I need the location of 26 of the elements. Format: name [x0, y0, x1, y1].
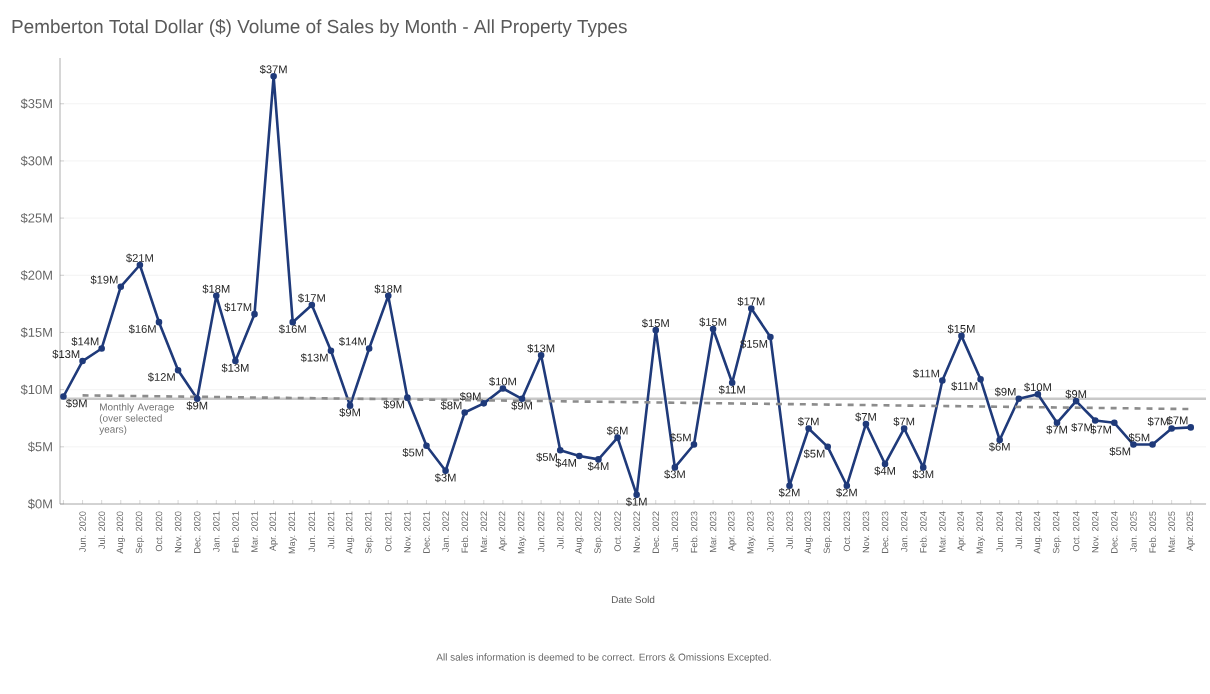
point: [939, 377, 946, 384]
point: [327, 347, 335, 355]
point: [576, 452, 583, 460]
point: [480, 400, 488, 407]
point: [767, 333, 774, 341]
point: [690, 441, 698, 448]
point: [824, 443, 832, 451]
point: [174, 366, 182, 374]
point: [1149, 441, 1156, 448]
point: [98, 345, 105, 352]
point: [117, 283, 125, 291]
point: [404, 394, 411, 401]
point: [423, 442, 430, 449]
point: [1091, 417, 1099, 424]
point: [1187, 424, 1195, 431]
point: [977, 376, 984, 383]
point: [79, 357, 86, 365]
point: [1015, 395, 1023, 403]
point: [365, 345, 373, 352]
point: [1111, 419, 1118, 427]
chart-title: Pemberton Total Dollar ($) Volume of Sales by Month - All Property Types: [12, 19, 627, 37]
point: [556, 446, 564, 454]
point: [1168, 425, 1175, 432]
point: [60, 393, 67, 400]
point: [461, 409, 468, 416]
point: [155, 318, 163, 326]
